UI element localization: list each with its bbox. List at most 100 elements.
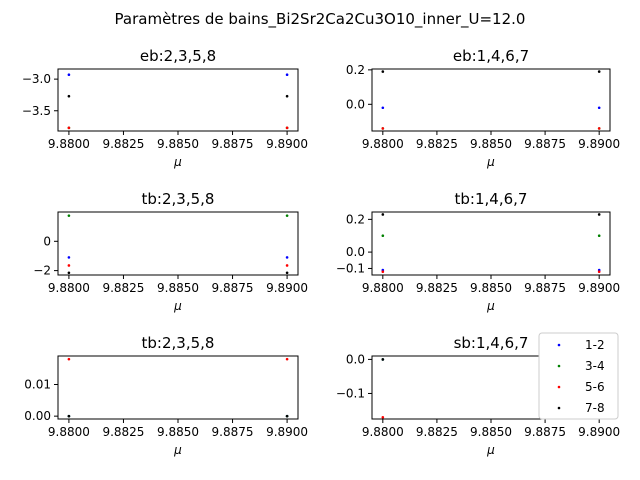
subplot-title: eb:2,3,5,8 bbox=[140, 47, 216, 65]
x-tick-label: 9.8850 bbox=[157, 137, 199, 151]
x-axis-label: μ bbox=[173, 443, 182, 457]
subplot-2: eb:1,4,6,7 9.8800 9.8825 9.8850 9.8875 9.8900… bbox=[346, 47, 620, 169]
legend-label: 7-8 bbox=[585, 401, 605, 415]
y-tick-label: 0.00 bbox=[24, 409, 51, 423]
data-point-7-8 bbox=[381, 70, 385, 73]
x-tick-label: 9.8900 bbox=[578, 137, 620, 151]
data-point-3-4 bbox=[285, 214, 289, 217]
legend-label: 3-4 bbox=[585, 359, 605, 373]
legend-marker bbox=[557, 364, 561, 368]
data-point-7-8 bbox=[597, 213, 601, 216]
data-point-7-8 bbox=[597, 70, 601, 73]
subplot-3: tb:2,3,5,8 9.8800 9.8825 9.8850 9.8875 9.8900… bbox=[33, 190, 308, 313]
x-tick-label: 9.8825 bbox=[416, 281, 458, 295]
figure-title: Paramètres de bains_Bi2Sr2Ca2Cu3O10_inne… bbox=[115, 10, 526, 29]
data-point-1-2 bbox=[285, 73, 289, 76]
x-tick-label: 9.8825 bbox=[102, 137, 144, 151]
data-point-5-6 bbox=[381, 270, 385, 274]
y-tick-label: −0.1 bbox=[336, 261, 365, 275]
x-axis-label: μ bbox=[486, 299, 495, 313]
legend-label: 1-2 bbox=[585, 338, 605, 352]
y-tick-label: 0.0 bbox=[346, 352, 365, 366]
y-tick-label: −3.0 bbox=[22, 72, 51, 86]
data-point-3-4 bbox=[67, 214, 71, 217]
data-point-7-8 bbox=[381, 213, 385, 216]
data-point-7-8 bbox=[67, 271, 71, 275]
x-tick-label: 9.8825 bbox=[102, 425, 144, 439]
panels: eb:2,3,5,8 9.8800 9.8825 9.8850 9.8875 9.8900… bbox=[22, 47, 620, 457]
data-point-5-6 bbox=[67, 126, 71, 130]
data-point-7-8 bbox=[67, 414, 71, 418]
data-point-5-6 bbox=[285, 264, 289, 267]
data-point-7-8 bbox=[285, 414, 289, 418]
legend-marker bbox=[557, 385, 561, 389]
legend-box bbox=[538, 332, 619, 420]
y-tick-label: 0.2 bbox=[346, 63, 365, 77]
x-tick-label: 9.8875 bbox=[212, 281, 254, 295]
x-tick-label: 9.8875 bbox=[524, 425, 566, 439]
y-tick-label: 0.0 bbox=[346, 245, 365, 259]
x-tick-label: 9.8900 bbox=[578, 281, 620, 295]
data-point-7-8 bbox=[381, 358, 385, 361]
x-tick-label: 9.8800 bbox=[48, 425, 90, 439]
data-point-3-4 bbox=[597, 234, 601, 238]
subplot-title: sb:1,4,6,7 bbox=[454, 334, 529, 352]
x-tick-label: 9.8800 bbox=[362, 281, 404, 295]
x-tick-label: 9.8800 bbox=[362, 137, 404, 151]
plot-frame bbox=[57, 68, 299, 132]
data-point-5-6 bbox=[597, 270, 601, 274]
subplot-5: tb:2,3,5,8 9.8800 9.8825 9.8850 9.8875 9.8900… bbox=[24, 334, 308, 457]
x-tick-label: 9.8850 bbox=[470, 425, 512, 439]
x-tick-label: 9.8875 bbox=[524, 137, 566, 151]
data-point-1-2 bbox=[285, 256, 289, 259]
x-tick-label: 9.8800 bbox=[48, 137, 90, 151]
subplot-6: sb:1,4,6,7 9.8800 9.8825 9.8850 9.8875 9.8900… bbox=[336, 334, 620, 457]
subplot-title: tb:2,3,5,8 bbox=[142, 334, 215, 352]
x-tick-label: 9.8800 bbox=[48, 281, 90, 295]
data-point-5-6 bbox=[381, 127, 385, 130]
y-tick-label: 0.2 bbox=[346, 212, 365, 226]
y-tick-label: 0.01 bbox=[24, 377, 51, 391]
x-tick-label: 9.8875 bbox=[212, 425, 254, 439]
data-point-3-4 bbox=[381, 234, 385, 238]
data-point-5-6 bbox=[381, 415, 385, 419]
x-tick-label: 9.8850 bbox=[157, 425, 199, 439]
data-point-1-2 bbox=[67, 73, 71, 76]
data-point-5-6 bbox=[67, 264, 71, 267]
legend: 1-2 3-4 5-6 7-8 bbox=[538, 332, 619, 420]
data-point-5-6 bbox=[285, 126, 289, 130]
subplot-title: eb:1,4,6,7 bbox=[453, 47, 529, 65]
data-point-1-2 bbox=[381, 106, 385, 110]
x-tick-label: 9.8900 bbox=[266, 425, 308, 439]
x-axis-label: μ bbox=[173, 299, 182, 313]
data-point-1-2 bbox=[597, 106, 601, 110]
data-point-5-6 bbox=[285, 357, 289, 361]
subplot-4: tb:1,4,6,7 9.8800 9.8825 9.8850 9.8875 9.8900… bbox=[336, 190, 620, 313]
x-axis-label: μ bbox=[486, 155, 495, 169]
subplot-title: tb:1,4,6,7 bbox=[455, 190, 528, 208]
data-point-7-8 bbox=[285, 271, 289, 275]
x-tick-label: 9.8900 bbox=[266, 281, 308, 295]
x-tick-label: 9.8850 bbox=[470, 281, 512, 295]
plot-frame bbox=[371, 68, 611, 132]
subplot-1: eb:2,3,5,8 9.8800 9.8825 9.8850 9.8875 9.8900… bbox=[22, 47, 308, 169]
y-tick-label: −3.5 bbox=[22, 104, 51, 118]
data-point-5-6 bbox=[597, 127, 601, 130]
data-point-1-2 bbox=[67, 256, 71, 259]
x-tick-label: 9.8825 bbox=[102, 281, 144, 295]
legend-marker bbox=[557, 343, 561, 347]
data-point-7-8 bbox=[285, 94, 289, 98]
plot-frame bbox=[57, 211, 299, 276]
data-point-7-8 bbox=[67, 94, 71, 98]
x-axis-label: μ bbox=[486, 443, 495, 457]
x-tick-label: 9.8850 bbox=[470, 137, 512, 151]
subplot-title: tb:2,3,5,8 bbox=[142, 190, 215, 208]
y-tick-label: 0 bbox=[43, 234, 51, 248]
legend-label: 5-6 bbox=[585, 380, 605, 394]
data-point-5-6 bbox=[67, 357, 71, 361]
x-tick-label: 9.8825 bbox=[416, 425, 458, 439]
x-tick-label: 9.8850 bbox=[157, 281, 199, 295]
x-tick-label: 9.8825 bbox=[416, 137, 458, 151]
y-tick-label: −0.1 bbox=[336, 386, 365, 400]
